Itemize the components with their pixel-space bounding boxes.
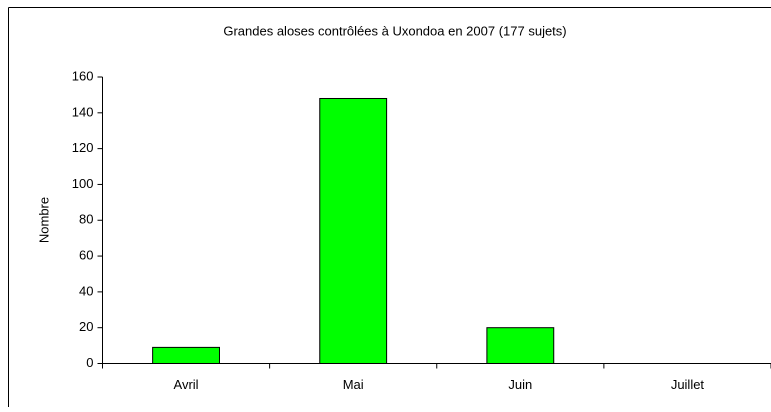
y-axis-label: Nombre <box>36 197 51 243</box>
y-tick-label: 100 <box>72 176 94 191</box>
chart-title: Grandes aloses contrôlées à Uxondoa en 2… <box>223 23 566 38</box>
y-tick-label: 80 <box>79 212 93 227</box>
y-tick-label: 140 <box>72 104 94 119</box>
bar <box>486 327 555 364</box>
y-tick-label: 160 <box>72 68 94 83</box>
x-tick-label: Mai <box>343 377 364 392</box>
y-tick-label: 0 <box>86 355 93 370</box>
bar <box>152 346 220 364</box>
x-tick-label: Juin <box>508 377 532 392</box>
y-tick-label: 40 <box>79 283 93 298</box>
bar <box>319 97 388 365</box>
y-tick-label: 120 <box>72 140 94 155</box>
x-tick-label: Avril <box>174 377 199 392</box>
y-tick-label: 20 <box>79 319 93 334</box>
x-tick-label: Juillet <box>671 377 705 392</box>
y-tick-label: 60 <box>79 248 93 263</box>
